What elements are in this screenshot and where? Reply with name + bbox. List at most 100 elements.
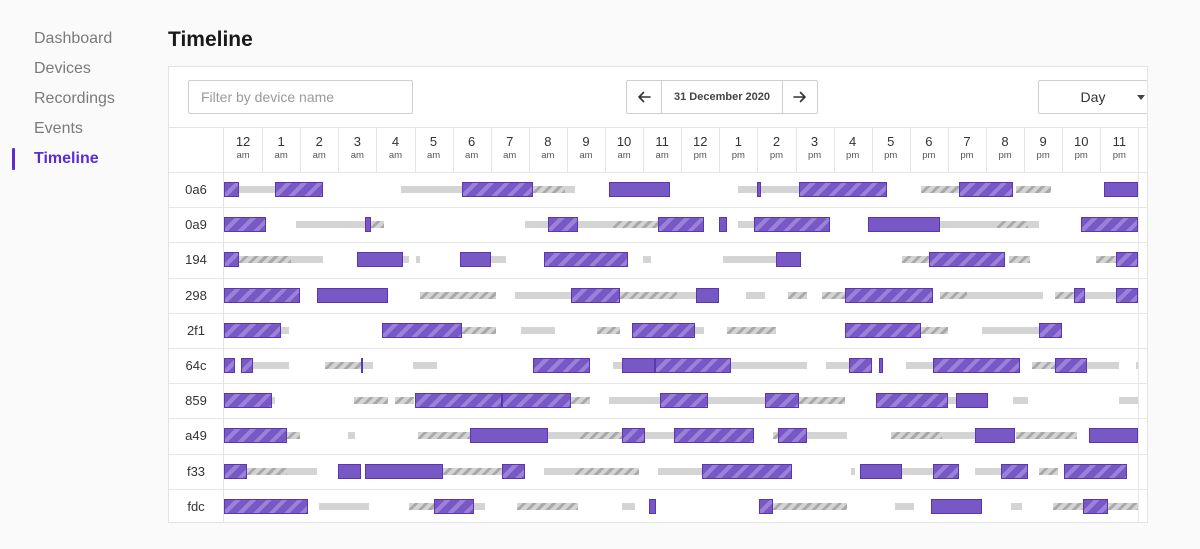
- recording-segment[interactable]: [224, 288, 301, 303]
- recording-segment[interactable]: [928, 252, 1006, 267]
- previous-day-button[interactable]: [627, 81, 662, 113]
- device-label[interactable]: 0a9: [185, 217, 207, 232]
- recording-segment[interactable]: [241, 358, 253, 373]
- recording-segment[interactable]: [799, 182, 887, 197]
- recording-segment[interactable]: [765, 393, 800, 408]
- recording-segment[interactable]: [660, 393, 708, 408]
- recording-segment[interactable]: [930, 499, 983, 514]
- device-label[interactable]: a49: [185, 428, 207, 443]
- recording-segment[interactable]: [382, 323, 463, 338]
- recording-segment[interactable]: [532, 358, 590, 373]
- device-label[interactable]: 0a6: [185, 182, 207, 197]
- next-day-button[interactable]: [782, 81, 817, 113]
- recording-segment[interactable]: [224, 358, 236, 373]
- recording-segment[interactable]: [1054, 358, 1087, 373]
- recording-segment[interactable]: [224, 393, 272, 408]
- idle-segment: [940, 292, 967, 299]
- recording-segment[interactable]: [544, 252, 628, 267]
- recording-segment[interactable]: [570, 288, 621, 303]
- recording-segment[interactable]: [433, 499, 474, 514]
- hour-gridline: [643, 128, 644, 172]
- device-filter-input[interactable]: [188, 80, 413, 114]
- recording-segment[interactable]: [364, 464, 444, 479]
- recording-segment[interactable]: [224, 464, 247, 479]
- recording-segment[interactable]: [759, 499, 773, 514]
- recording-segment[interactable]: [462, 182, 533, 197]
- recording-segment[interactable]: [955, 393, 988, 408]
- hour-number: 12: [693, 134, 708, 149]
- recording-segment[interactable]: [673, 428, 754, 443]
- recording-segment[interactable]: [776, 252, 802, 267]
- recording-segment[interactable]: [648, 499, 657, 514]
- recording-segment[interactable]: [757, 182, 762, 197]
- recording-segment[interactable]: [414, 393, 503, 408]
- device-label[interactable]: 194: [185, 252, 207, 267]
- device-label[interactable]: 859: [185, 393, 207, 408]
- device-label[interactable]: fdc: [187, 499, 205, 514]
- recording-segment[interactable]: [631, 323, 695, 338]
- recording-segment[interactable]: [317, 288, 388, 303]
- recording-segment[interactable]: [224, 182, 240, 197]
- recording-segment[interactable]: [719, 217, 727, 232]
- recording-segment[interactable]: [460, 252, 491, 267]
- device-label[interactable]: 2f1: [186, 323, 206, 338]
- recording-segment[interactable]: [867, 217, 941, 232]
- recording-segment[interactable]: [974, 428, 1015, 443]
- recording-segment[interactable]: [1073, 288, 1086, 303]
- recording-segment[interactable]: [469, 428, 548, 443]
- recording-segment[interactable]: [224, 323, 282, 338]
- device-label[interactable]: 298: [185, 288, 207, 303]
- recording-segment[interactable]: [357, 252, 404, 267]
- recording-segment[interactable]: [224, 252, 240, 267]
- recording-segment[interactable]: [361, 358, 364, 373]
- recording-segment[interactable]: [224, 428, 287, 443]
- recording-segment[interactable]: [622, 428, 645, 443]
- recording-segment[interactable]: [778, 428, 807, 443]
- recording-segment[interactable]: [275, 182, 324, 197]
- recording-segment[interactable]: [1104, 182, 1139, 197]
- recording-segment[interactable]: [702, 464, 792, 479]
- sidebar-item-events[interactable]: Events: [34, 120, 83, 137]
- sidebar-item-timeline[interactable]: Timeline: [34, 150, 99, 167]
- recording-segment[interactable]: [1083, 499, 1108, 514]
- recording-segment[interactable]: [875, 393, 948, 408]
- recording-segment[interactable]: [608, 182, 670, 197]
- recording-segment[interactable]: [622, 358, 655, 373]
- device-label[interactable]: 64c: [185, 358, 207, 373]
- sidebar-item-dashboard[interactable]: Dashboard: [34, 30, 113, 47]
- recording-segment[interactable]: [502, 393, 571, 408]
- recording-segment[interactable]: [1115, 288, 1139, 303]
- device-label[interactable]: f33: [186, 464, 206, 479]
- recording-segment[interactable]: [959, 182, 1013, 197]
- recording-segment[interactable]: [338, 464, 362, 479]
- recording-segment[interactable]: [502, 464, 525, 479]
- sidebar-item-devices[interactable]: Devices: [34, 60, 91, 77]
- recording-segment[interactable]: [1081, 217, 1139, 232]
- recording-segment[interactable]: [224, 499, 308, 514]
- view-range-select[interactable]: Day: [1038, 80, 1147, 114]
- hour-gridline: [300, 128, 301, 172]
- recording-segment[interactable]: [1115, 252, 1139, 267]
- recording-segment[interactable]: [879, 358, 884, 373]
- recording-segment[interactable]: [658, 217, 705, 232]
- recording-segment[interactable]: [845, 323, 922, 338]
- recording-segment[interactable]: [224, 217, 266, 232]
- recording-segment[interactable]: [547, 217, 579, 232]
- hour-gridline: [1024, 128, 1025, 172]
- recording-segment[interactable]: [1064, 464, 1127, 479]
- recording-segment[interactable]: [364, 217, 371, 232]
- recording-segment[interactable]: [845, 288, 933, 303]
- hour-period: am: [579, 150, 593, 161]
- recording-segment[interactable]: [1088, 428, 1139, 443]
- recording-segment[interactable]: [696, 288, 720, 303]
- sidebar-item-recordings[interactable]: Recordings: [34, 90, 115, 107]
- recording-segment[interactable]: [848, 358, 872, 373]
- recording-segment[interactable]: [932, 464, 960, 479]
- recording-segment[interactable]: [753, 217, 830, 232]
- recording-segment[interactable]: [1039, 323, 1063, 338]
- recording-segment[interactable]: [1001, 464, 1028, 479]
- idle-segment: [940, 221, 998, 228]
- recording-segment[interactable]: [654, 358, 731, 373]
- recording-segment[interactable]: [860, 464, 903, 479]
- recording-segment[interactable]: [932, 358, 1021, 373]
